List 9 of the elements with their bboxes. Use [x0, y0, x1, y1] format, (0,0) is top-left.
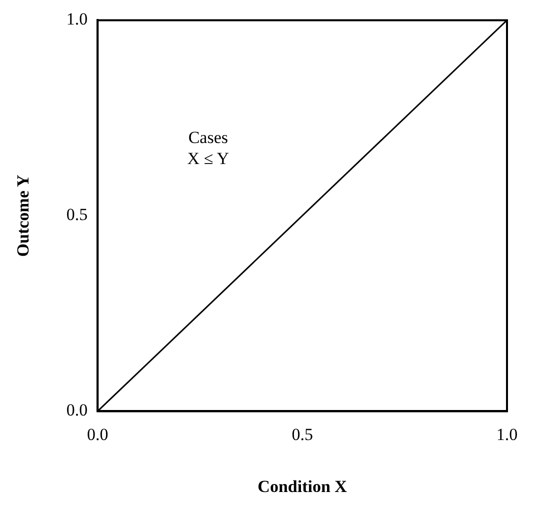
x-axis-title: Condition X	[258, 477, 348, 496]
y-axis-title: Outcome Y	[14, 174, 33, 257]
y-tick-label: 1.0	[66, 10, 88, 29]
x-tick-label: 0.5	[292, 424, 313, 444]
y-tick-label: 0.0	[66, 400, 88, 420]
x-tick-label: 0.0	[87, 424, 108, 444]
annotation: Cases X ≤ Y	[187, 128, 230, 168]
y-tick-label: 0.5	[66, 205, 88, 224]
x-tick-label: 1.0	[496, 424, 518, 444]
